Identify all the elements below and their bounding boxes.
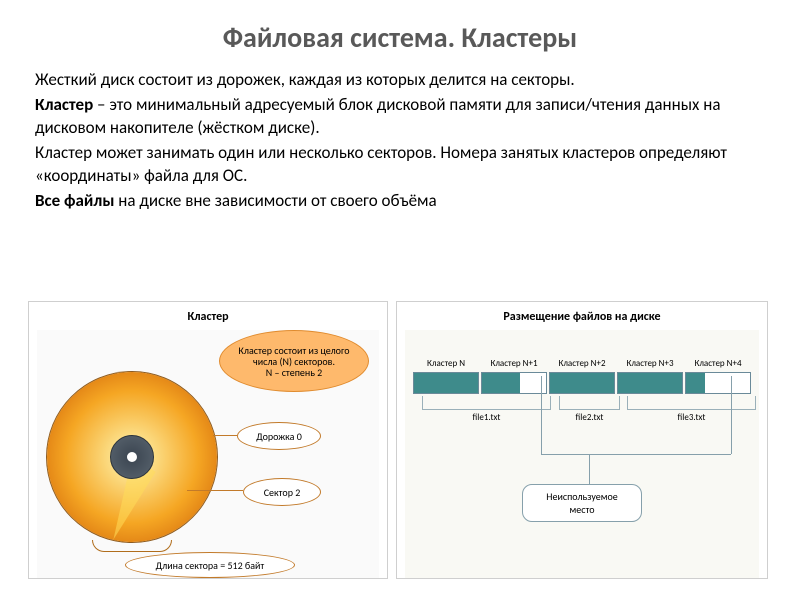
panel-cluster: Кластер Кластер состоит из целого числа … <box>28 301 388 579</box>
cluster-empty <box>705 373 750 393</box>
arrow-unused-2 <box>731 376 732 454</box>
cluster-fill <box>414 373 478 393</box>
para-4: Все файлы на диске вне зависимости от св… <box>35 190 765 213</box>
label-file1: file1.txt <box>422 412 551 423</box>
callout-sector-length: Длина сектора = 512 байт <box>125 552 295 578</box>
cluster-box <box>617 372 683 394</box>
cluster-3: Кластер N+3 <box>617 358 683 394</box>
cluster-1: Кластер N+1 <box>481 358 547 394</box>
panel-right-title: Размещение файлов на диске <box>405 310 759 324</box>
para-1: Жесткий диск состоит из дорожек, каждая … <box>35 69 765 92</box>
cluster-label: Кластер N+4 <box>685 358 751 369</box>
cluster-layout: Кластер NКластер N+1Кластер N+2Кластер N… <box>405 330 759 578</box>
leader-track <box>213 435 237 436</box>
para-3: Кластер может занимать один или нескольк… <box>35 142 765 188</box>
cluster-box <box>481 372 547 394</box>
disk-icon <box>47 372 217 542</box>
callout-track: Дорожка 0 <box>237 422 321 450</box>
cluster-label: Кластер N+2 <box>549 358 615 369</box>
cluster-empty <box>520 373 546 393</box>
disk-diagram: Кластер состоит из целого числа (N) сект… <box>37 330 379 578</box>
para-2: Кластер – это минимальный адресуемый бло… <box>35 94 765 140</box>
body-text: Жесткий диск состоит из дорожек, каждая … <box>35 69 765 213</box>
cluster-fill <box>686 373 705 393</box>
cluster-fill <box>618 373 682 393</box>
disk-spindle-icon <box>110 435 154 479</box>
cluster-label: Кластер N <box>413 358 479 369</box>
callout-cluster-composition: Кластер состоит из целого числа (N) сект… <box>219 330 369 392</box>
cluster-label: Кластер N+1 <box>481 358 547 369</box>
arrow-connector <box>541 454 731 455</box>
cluster-box <box>685 372 751 394</box>
slide-title: Файловая система. Кластеры <box>35 20 765 55</box>
leader-sector <box>187 490 243 491</box>
bracket-file3 <box>627 396 756 410</box>
cluster-label: Кластер N+3 <box>617 358 683 369</box>
cluster-box <box>413 372 479 394</box>
cluster-2: Кластер N+2 <box>549 358 615 394</box>
cluster-4: Кластер N+4 <box>685 358 751 394</box>
unused-space-box: Неиспользуемое место <box>522 484 642 522</box>
cluster-fill <box>550 373 614 393</box>
bracket-file2 <box>559 396 620 410</box>
cluster-fill <box>482 373 520 393</box>
callout-sector: Сектор 2 <box>243 478 321 506</box>
label-file3: file3.txt <box>627 412 756 423</box>
bracket-file1 <box>422 396 551 410</box>
arrow-down <box>589 454 590 484</box>
panel-left-title: Кластер <box>37 310 379 324</box>
file-brackets: file1.txt file2.txt file3.txt <box>411 394 753 438</box>
arrow-unused-1 <box>541 376 542 454</box>
panel-file-placement: Размещение файлов на диске Кластер NКлас… <box>396 301 768 579</box>
cluster-0: Кластер N <box>413 358 479 394</box>
sector-arc-icon <box>92 540 172 552</box>
cluster-row: Кластер NКластер N+1Кластер N+2Кластер N… <box>411 358 753 394</box>
cluster-box <box>549 372 615 394</box>
label-file2: file2.txt <box>559 412 620 423</box>
